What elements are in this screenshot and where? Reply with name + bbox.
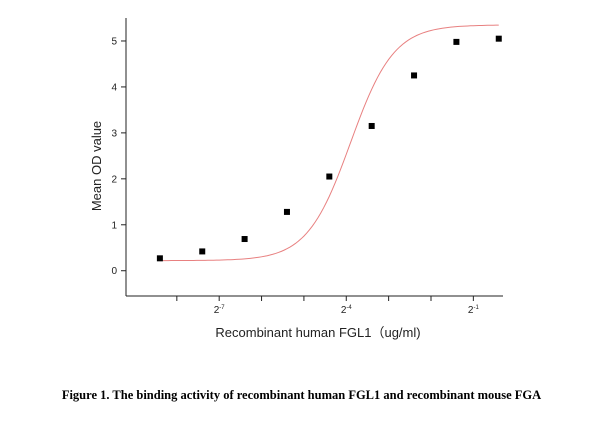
x-tick-label: 2-7 [214,305,226,316]
y-tick-label: 2 [111,174,117,185]
data-point [411,72,418,79]
data-point [368,122,375,129]
data-point [283,208,290,215]
data-points [156,35,502,262]
fit-curve [159,24,499,262]
data-point [199,248,206,255]
y-tick-label: 1 [111,220,117,231]
y-tick-label: 0 [111,266,117,277]
axes [125,18,503,297]
figure-caption: Figure 1. The binding activity of recomb… [61,388,542,402]
x-tick-label: 2-4 [341,305,353,316]
y-tick-label: 5 [111,36,117,47]
x-axis-ticks: 2-7 2-4 2-1 [176,296,480,316]
data-point [241,236,248,243]
x-tick-label: 2-1 [468,305,480,316]
y-tick-label: 3 [111,128,117,139]
y-axis-title: Mean OD value [89,121,104,211]
x-axis-title: Recombinant human FGL1（ug/ml) [215,325,420,340]
y-axis-ticks: 0 1 2 3 4 5 [111,36,126,277]
data-point [326,173,333,180]
data-point [453,38,460,45]
data-point [495,35,502,42]
data-point [156,255,163,262]
y-tick-label: 4 [111,82,117,93]
